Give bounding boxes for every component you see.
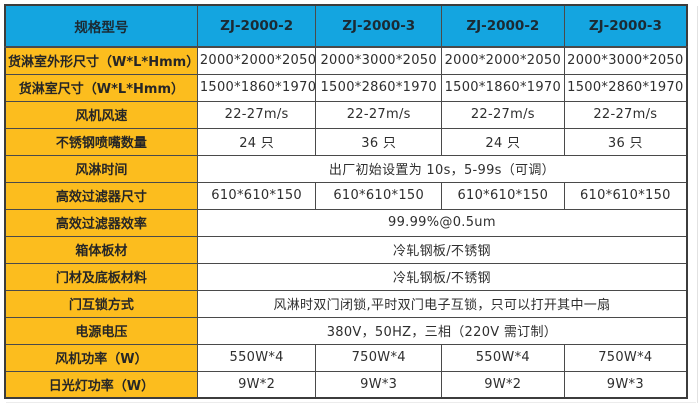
spec-row-door-interlock: 门互锁方式 风淋时双门闭锁,平时双门电子互锁，只可以打开其中一扇	[4, 289, 688, 318]
row-value: 22-27m/s	[440, 100, 565, 129]
row-label: 高效过滤器效率	[4, 208, 198, 237]
row-value: 9W*3	[315, 370, 442, 399]
row-value: 22-27m/s	[563, 100, 688, 129]
row-value: 9W*3	[563, 370, 688, 399]
row-label: 门互锁方式	[4, 289, 198, 318]
row-value: 610*610*150	[315, 181, 442, 210]
header-model-col-2: ZJ-2000-3	[315, 4, 442, 48]
row-value: 550W*4	[440, 343, 565, 372]
spec-table: 规格型号 ZJ-2000-2 ZJ-2000-3 ZJ-2000-2 ZJ-20…	[4, 4, 688, 399]
row-value: 1500*2860*1970	[563, 73, 688, 102]
spec-row-cabinet-material: 箱体板材 冷轧钢板/不锈钢	[4, 235, 688, 264]
spec-row-power-voltage: 电源电压 380V，50HZ，三相（220V 需订制）	[4, 316, 688, 345]
row-label: 不锈钢喷嘴数量	[4, 127, 198, 156]
row-value: 750W*4	[315, 343, 442, 372]
row-value: 750W*4	[563, 343, 688, 372]
row-label: 日光灯功率（W）	[4, 370, 198, 399]
header-model-col-1: ZJ-2000-2	[196, 4, 317, 48]
row-value: 36 只	[315, 127, 442, 156]
row-value: 22-27m/s	[315, 100, 442, 129]
row-label: 货淋室外形尺寸（W*L*Hmm）	[4, 46, 198, 75]
row-value: 1500*2860*1970	[315, 73, 442, 102]
row-value-span: 冷轧钢板/不锈钢	[196, 235, 688, 264]
row-label: 门材及底板材料	[4, 262, 198, 291]
header-model-col-3: ZJ-2000-2	[440, 4, 565, 48]
header-row: 规格型号 ZJ-2000-2 ZJ-2000-3 ZJ-2000-2 ZJ-20…	[4, 4, 688, 48]
spec-row-nozzle-count: 不锈钢喷嘴数量 24 只 36 只 24 只 36 只	[4, 127, 688, 156]
row-value-span: 冷轧钢板/不锈钢	[196, 262, 688, 291]
row-label: 高效过滤器尺寸	[4, 181, 198, 210]
row-value: 1500*1860*1970	[196, 73, 317, 102]
spec-row-door-material: 门材及底板材料 冷轧钢板/不锈钢	[4, 262, 688, 291]
row-label: 风淋时间	[4, 154, 198, 183]
page-edge-shadow-right	[697, 6, 698, 403]
spec-row-filter-efficiency: 高效过滤器效率 99.99%@0.5um	[4, 208, 688, 237]
row-value: 9W*2	[196, 370, 317, 399]
row-value-span: 99.99%@0.5um	[196, 208, 688, 237]
spec-row-lamp-power: 日光灯功率（W） 9W*2 9W*3 9W*2 9W*3	[4, 370, 688, 399]
row-value: 1500*1860*1970	[440, 73, 565, 102]
row-value-span: 出厂初始设置为 10s，5-99s（可调）	[196, 154, 688, 183]
row-value: 24 只	[196, 127, 317, 156]
row-value: 2000*3000*2050	[315, 46, 442, 75]
row-value-span: 风淋时双门闭锁,平时双门电子互锁，只可以打开其中一扇	[196, 289, 688, 318]
row-value: 36 只	[563, 127, 688, 156]
spec-row-filter-size: 高效过滤器尺寸 610*610*150 610*610*150 610*610*…	[4, 181, 688, 210]
row-label: 电源电压	[4, 316, 198, 345]
row-label: 箱体板材	[4, 235, 198, 264]
row-value: 24 只	[440, 127, 565, 156]
header-spec-model-label: 规格型号	[4, 4, 198, 48]
row-value: 2000*2000*2050	[196, 46, 317, 75]
spec-row-shower-time: 风淋时间 出厂初始设置为 10s，5-99s（可调）	[4, 154, 688, 183]
row-value: 22-27m/s	[196, 100, 317, 129]
row-label: 货淋室尺寸（W*L*Hmm）	[4, 73, 198, 102]
spec-row-inner-size: 货淋室尺寸（W*L*Hmm） 1500*1860*1970 1500*2860*…	[4, 73, 688, 102]
row-label: 风机功率（W）	[4, 343, 198, 372]
row-value: 2000*3000*2050	[563, 46, 688, 75]
row-value: 610*610*150	[196, 181, 317, 210]
row-value: 550W*4	[196, 343, 317, 372]
row-value: 610*610*150	[440, 181, 565, 210]
row-value: 9W*2	[440, 370, 565, 399]
row-value: 610*610*150	[563, 181, 688, 210]
row-value-span: 380V，50HZ，三相（220V 需订制）	[196, 316, 688, 345]
row-value: 2000*2000*2050	[440, 46, 565, 75]
header-model-col-4: ZJ-2000-3	[563, 4, 688, 48]
spec-row-fan-power: 风机功率（W） 550W*4 750W*4 550W*4 750W*4	[4, 343, 688, 372]
page-edge-shadow-bottom	[6, 402, 696, 403]
spec-row-outer-size: 货淋室外形尺寸（W*L*Hmm） 2000*2000*2050 2000*300…	[4, 46, 688, 75]
spec-row-fan-speed: 风机风速 22-27m/s 22-27m/s 22-27m/s 22-27m/s	[4, 100, 688, 129]
row-label: 风机风速	[4, 100, 198, 129]
